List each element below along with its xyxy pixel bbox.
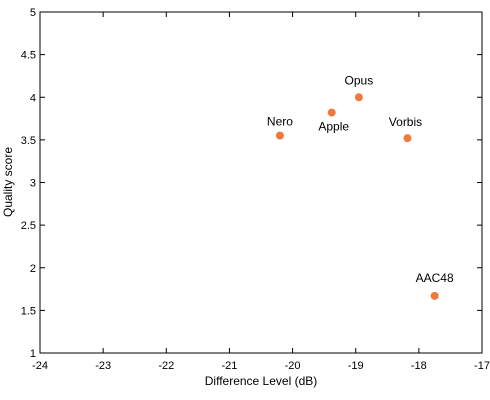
y-tick-label: 2.5 bbox=[21, 220, 36, 232]
x-tick-label: -20 bbox=[285, 360, 301, 372]
data-point bbox=[275, 131, 284, 140]
y-tick-label: 3 bbox=[30, 178, 36, 190]
data-point bbox=[354, 93, 363, 102]
x-axis-label: Difference Level (dB) bbox=[205, 374, 318, 388]
x-tick-label: -19 bbox=[348, 360, 364, 372]
y-axis: 1 1.5 2 2.5 3 3.5 4 4.5 5 bbox=[21, 7, 482, 360]
y-tick-label: 3.5 bbox=[21, 135, 36, 147]
data-points: Nero Apple Opus Vorbis AAC48 bbox=[267, 73, 454, 300]
y-tick-label: 1 bbox=[30, 348, 36, 360]
x-tick-label: -18 bbox=[411, 360, 427, 372]
plot-frame bbox=[39, 11, 483, 354]
y-tick-label: 2 bbox=[30, 263, 36, 275]
y-axis-label: Quality score bbox=[1, 147, 15, 217]
point-label: Nero bbox=[267, 115, 293, 129]
x-tick-label: -23 bbox=[95, 360, 111, 372]
y-tick-label: 5 bbox=[30, 7, 36, 19]
y-tick-label: 1.5 bbox=[21, 305, 36, 317]
data-point bbox=[327, 108, 336, 117]
point-label: AAC48 bbox=[416, 271, 454, 285]
x-tick-label: -21 bbox=[221, 360, 237, 372]
data-point bbox=[430, 291, 439, 300]
point-label: Opus bbox=[345, 73, 374, 87]
y-tick-label: 4 bbox=[30, 92, 36, 104]
x-tick-label: -24 bbox=[32, 360, 48, 372]
x-tick-label: -17 bbox=[474, 360, 490, 372]
point-label: Apple bbox=[318, 120, 349, 134]
point-label: Vorbis bbox=[389, 115, 422, 129]
x-axis: -24 -23 -22 -21 -20 -19 -18 -17 bbox=[32, 12, 490, 372]
x-tick-label: -22 bbox=[158, 360, 174, 372]
y-tick-label: 4.5 bbox=[21, 50, 36, 62]
data-point bbox=[403, 134, 412, 143]
